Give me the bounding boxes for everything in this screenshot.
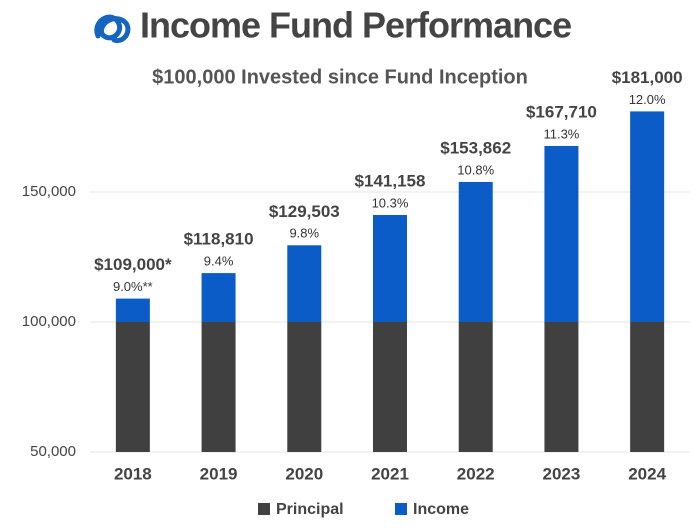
bar-segment bbox=[458, 181, 493, 322]
bar-segment bbox=[544, 145, 579, 322]
bar-segment bbox=[544, 322, 579, 452]
chart-subtitle: $100,000 Invested since Fund Inception bbox=[152, 66, 528, 88]
rate-label: 9.8% bbox=[289, 226, 319, 241]
x-tick-label: 2021 bbox=[371, 464, 409, 483]
bar-segment bbox=[630, 322, 665, 452]
legend-label: Income bbox=[413, 501, 469, 518]
rate-label: 10.3% bbox=[372, 195, 409, 210]
bar-segment bbox=[115, 322, 150, 452]
bar-segment bbox=[373, 214, 407, 322]
x-tick-label: 2020 bbox=[285, 464, 323, 483]
rate-label: 12.0% bbox=[629, 92, 666, 107]
x-tick-label: 2019 bbox=[200, 464, 238, 483]
bar-segment bbox=[201, 322, 236, 452]
bar-segment bbox=[630, 111, 665, 323]
rate-label: 10.8% bbox=[457, 162, 494, 177]
legend-label: Principal bbox=[276, 501, 344, 518]
bar-segment bbox=[201, 273, 236, 322]
logo bbox=[94, 14, 131, 44]
x-tick-label: 2022 bbox=[457, 464, 495, 483]
bar-segment bbox=[287, 245, 322, 322]
total-label: $129,503 bbox=[269, 202, 340, 221]
x-tick-label: 2018 bbox=[114, 464, 152, 483]
total-label: $141,158 bbox=[355, 171, 426, 190]
bar-segment bbox=[458, 322, 493, 452]
y-tick-label: 100,000 bbox=[22, 313, 76, 330]
total-label: $167,710 bbox=[526, 102, 597, 121]
legend-swatch bbox=[395, 503, 407, 515]
rate-label: 9.0%** bbox=[113, 279, 153, 294]
total-label: $181,000 bbox=[612, 68, 683, 87]
bar-segment bbox=[373, 322, 407, 452]
rate-label: 9.4% bbox=[204, 254, 234, 269]
y-tick-label: 50,000 bbox=[30, 443, 76, 460]
rate-label: 11.3% bbox=[543, 126, 579, 141]
legend-swatch bbox=[258, 503, 270, 515]
chart-title: Income Fund Performance bbox=[140, 5, 571, 46]
x-tick-label: 2023 bbox=[543, 464, 581, 483]
total-label: $109,000* bbox=[94, 255, 172, 274]
bar-segment bbox=[287, 322, 322, 452]
total-label: $118,810 bbox=[184, 230, 254, 249]
bar-segment bbox=[115, 298, 150, 322]
total-label: $153,862 bbox=[440, 138, 511, 157]
x-tick-label: 2024 bbox=[628, 464, 666, 483]
y-tick-label: 150,000 bbox=[22, 183, 76, 200]
